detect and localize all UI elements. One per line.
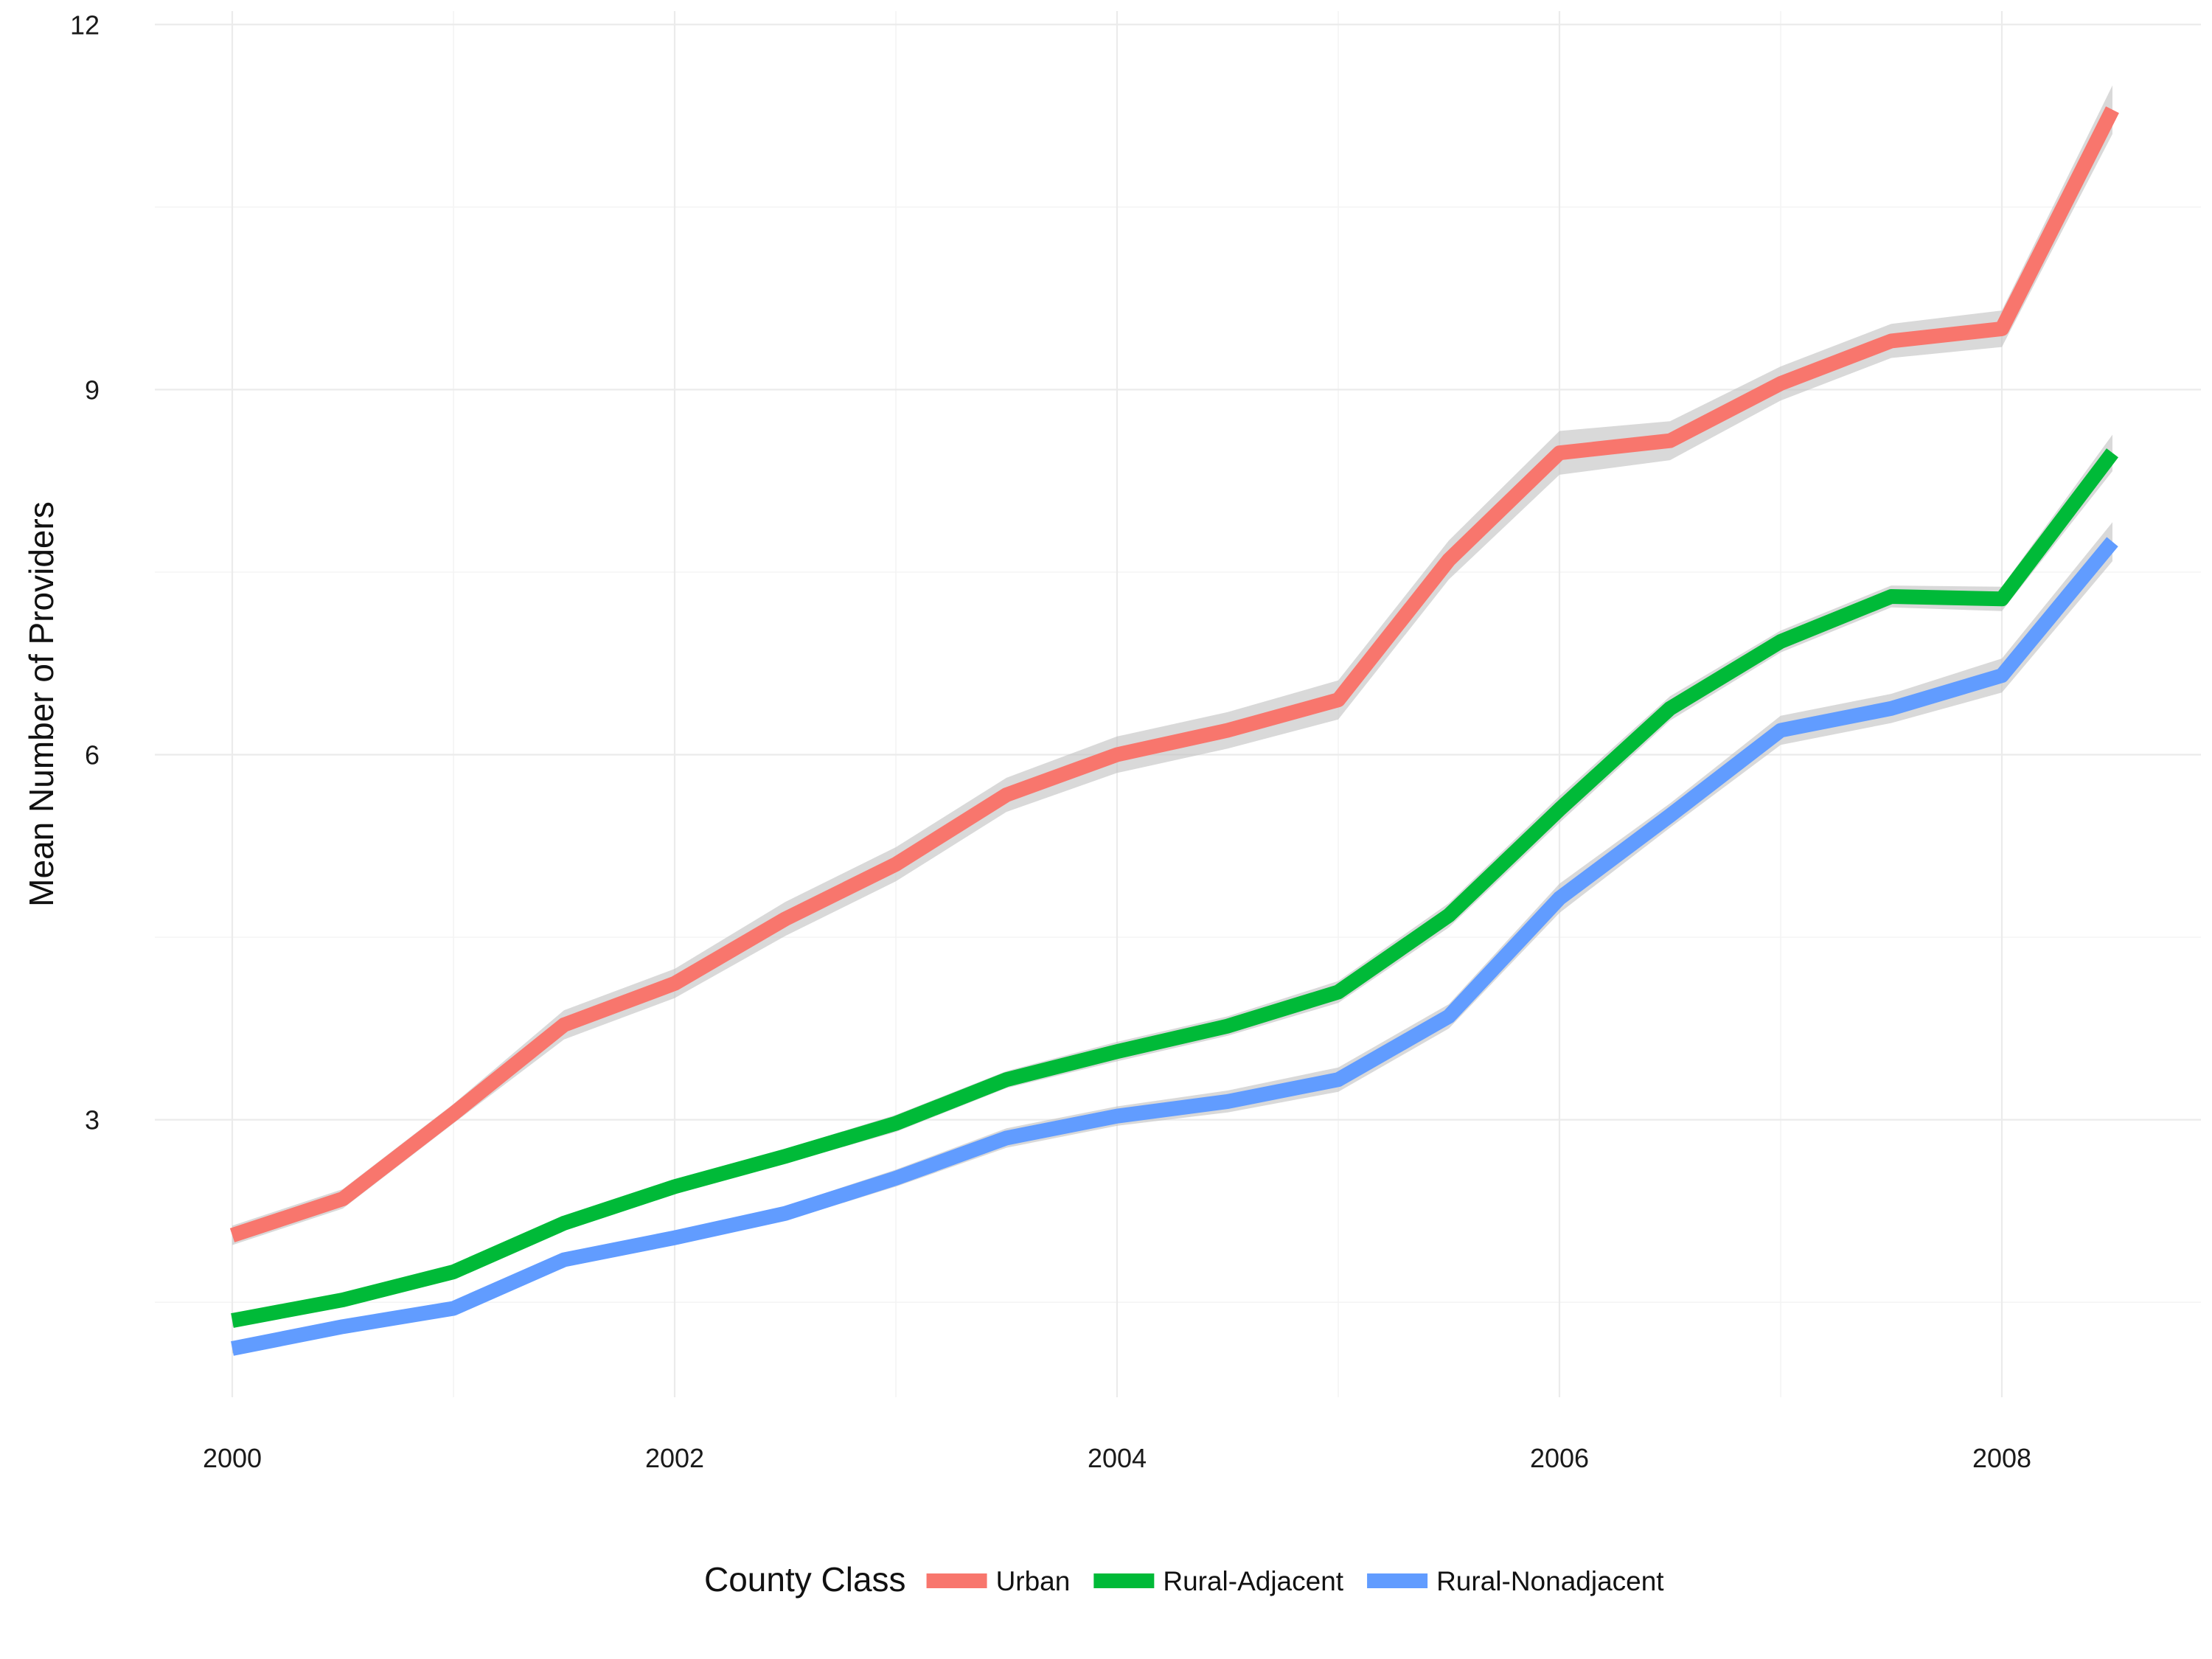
confidence-band-2	[232, 434, 2112, 1327]
y-axis-tick-labels: 3 6 9 12	[70, 10, 100, 1135]
legend: County Class Urban Rural-Adjacent Rural-No…	[704, 1560, 1664, 1599]
y-tick-label: 12	[70, 10, 100, 40]
confidence-band-1	[232, 85, 2112, 1245]
x-tick-label: 2002	[645, 1443, 704, 1473]
confidence-band-3	[232, 522, 2112, 1354]
legend-label: Rural-Adjacent	[1163, 1566, 1343, 1596]
confidence-bands	[232, 85, 2112, 1354]
x-tick-label: 2008	[1972, 1443, 2031, 1473]
x-tick-label: 2000	[203, 1443, 262, 1473]
series-line-2	[231, 448, 2118, 1328]
x-tick-label: 2004	[1088, 1443, 1147, 1473]
grid	[155, 11, 2201, 1397]
y-tick-label: 9	[85, 375, 100, 405]
legend-items: Urban Rural-Adjacent Rural-Nonadjacent	[926, 1566, 1664, 1596]
y-tick-label: 6	[85, 740, 100, 771]
legend-label: Urban	[996, 1566, 1071, 1596]
x-tick-label: 2006	[1530, 1443, 1589, 1473]
legend-label: Rural-Nonadjacent	[1436, 1566, 1664, 1596]
y-tick-label: 3	[85, 1105, 100, 1135]
series-line-3	[231, 537, 2118, 1356]
x-axis-tick-labels: 2000 2002 2004 2006 2008	[203, 1443, 2031, 1473]
legend-title: County Class	[704, 1560, 906, 1599]
y-axis-title: Mean Number of Providers	[22, 501, 60, 907]
series-lines	[229, 106, 2119, 1356]
series-line-1	[229, 106, 2119, 1242]
